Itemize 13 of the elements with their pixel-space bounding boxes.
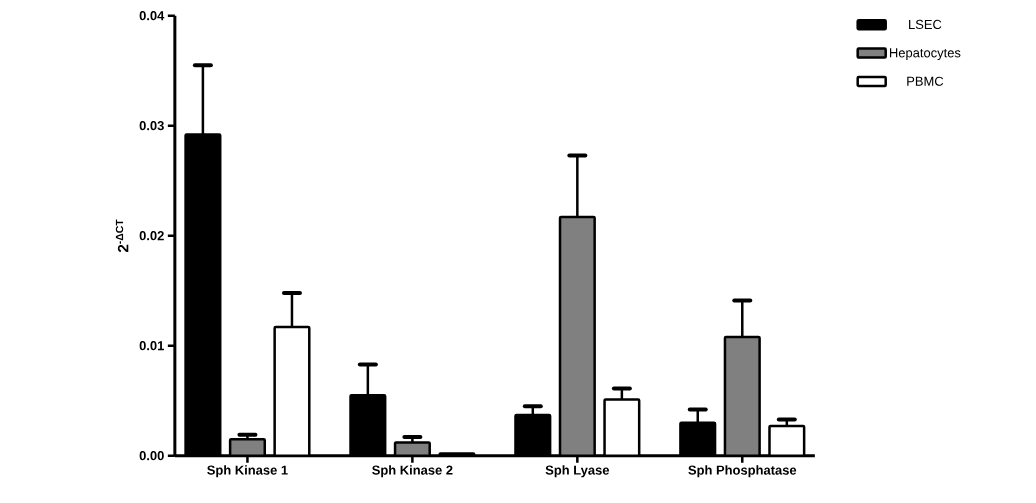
y-tick-label: 0.02 [139,231,164,241]
legend-label: PBMC [907,76,944,86]
y-tick-label: 0.03 [139,121,164,131]
x-tick-label: Sph Kinase 2 [372,465,453,478]
legend-label: Hepatocytes [890,48,961,60]
y-tick-label: 0.00 [139,451,164,461]
x-tick-label: Sph Kinase 1 [207,465,288,478]
legend-label: LSEC [909,19,942,30]
y-tick-label: 0.04 [139,11,165,21]
x-tick-label: Sph Phosphatase [688,465,797,478]
y-tick-label: 0.01 [139,341,164,351]
x-tick-label: Sph Lyase [545,465,610,478]
y-axis-title: 2$^{-ΔCT}$ [115,219,129,253]
